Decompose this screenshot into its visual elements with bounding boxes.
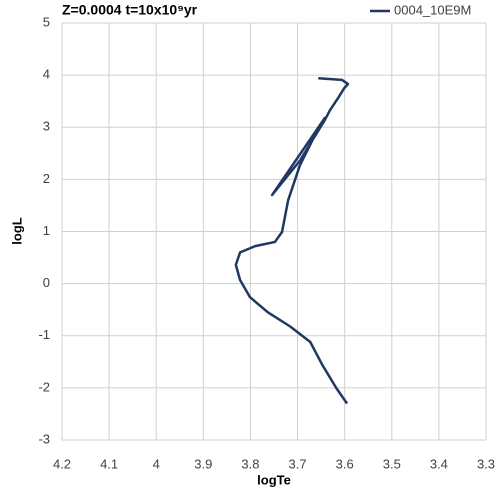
- x-tick-label: 3.4: [430, 456, 448, 471]
- line: [234, 77, 350, 405]
- legend-label: 0004_10E9M: [394, 2, 471, 17]
- y-tick-label: 4: [43, 67, 50, 82]
- y-tick-label: -3: [38, 431, 50, 446]
- x-tick-label: 3.5: [383, 456, 401, 471]
- x-tick-label: 3.3: [477, 456, 495, 471]
- x-tick-label: 3.7: [289, 456, 307, 471]
- y-tick-label: 3: [43, 119, 50, 134]
- x-tick-label: 4.1: [100, 456, 118, 471]
- y-tick-label: 1: [43, 223, 50, 238]
- chart-title: Z=0.0004 t=10x10⁹yr: [62, 2, 198, 18]
- y-tick-label: 0: [43, 275, 50, 290]
- x-tick-label: 3.8: [241, 456, 259, 471]
- y-tick-label: -1: [38, 327, 50, 342]
- x-axis-label: logTe: [257, 472, 291, 487]
- x-tick-label: 4: [153, 456, 160, 471]
- y-tick-label: 2: [43, 171, 50, 186]
- y-axis-label: logL: [9, 217, 24, 244]
- x-tick-label: 4.2: [53, 456, 71, 471]
- y-tick-label: -2: [38, 379, 50, 394]
- x-tick-label: 3.9: [194, 456, 212, 471]
- x-tick-label: 3.6: [336, 456, 354, 471]
- y-tick-label: 5: [43, 14, 50, 29]
